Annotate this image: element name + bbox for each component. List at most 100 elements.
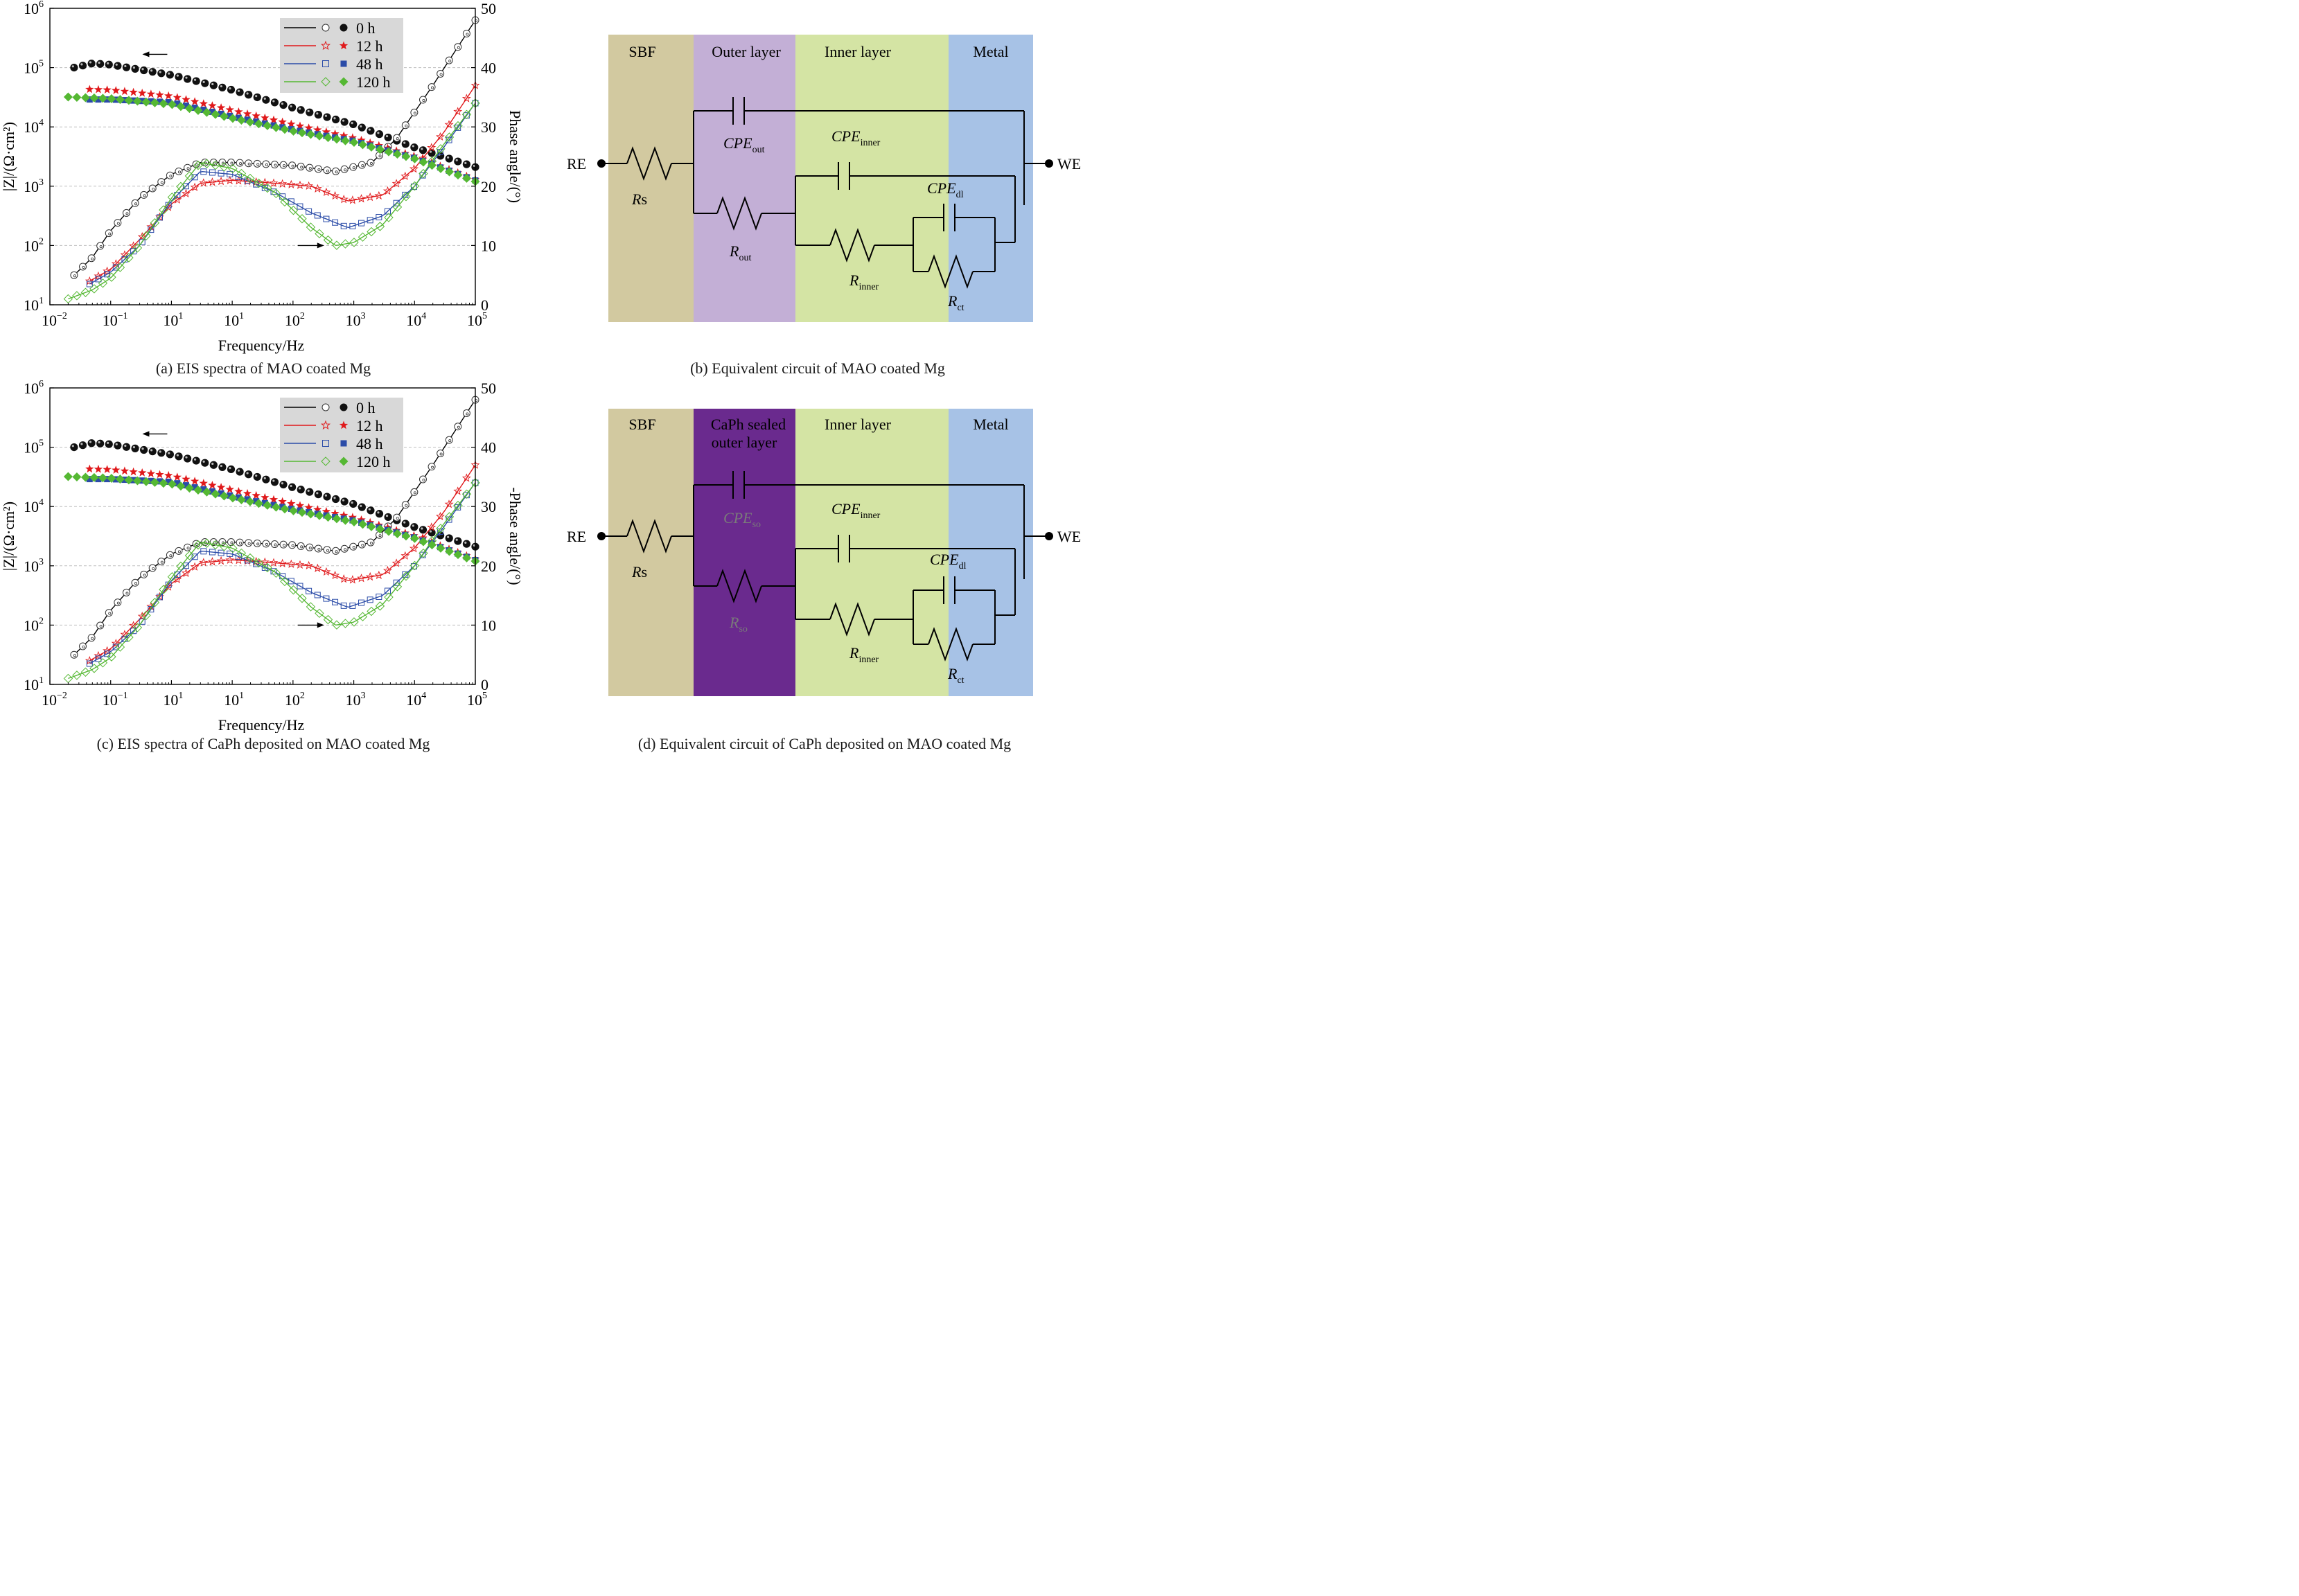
phase-point xyxy=(132,243,143,253)
phase-point xyxy=(340,602,347,609)
phase-point xyxy=(263,562,272,573)
y-right-tick-label: 30 xyxy=(481,498,496,515)
x-tick-label: 10−2 xyxy=(42,691,67,709)
z-point xyxy=(228,493,238,503)
phase-point xyxy=(199,178,209,187)
phase-point xyxy=(312,184,322,193)
phase-point-dot xyxy=(317,168,321,171)
x-tick-label: 101 xyxy=(224,691,244,709)
legend-filled-marker xyxy=(340,24,348,32)
phase-point xyxy=(193,160,203,170)
y-left-tick-label: 103 xyxy=(24,557,44,575)
z-point xyxy=(105,440,113,448)
z-point xyxy=(409,533,419,543)
y-left-tick-label: 101 xyxy=(24,296,44,314)
z-point xyxy=(182,103,189,109)
phase-point xyxy=(288,205,299,215)
z-point xyxy=(349,517,359,527)
z-point xyxy=(384,526,394,536)
z-point-shine xyxy=(193,458,197,461)
phase-point xyxy=(419,168,428,179)
z-point-shine xyxy=(168,72,170,75)
x-tick-exp: −1 xyxy=(118,311,128,321)
phase-point xyxy=(461,489,472,499)
z-point xyxy=(315,511,324,520)
z-point xyxy=(166,450,174,459)
z-point xyxy=(375,510,384,518)
z-point-shine xyxy=(447,535,450,538)
phase-point xyxy=(435,132,445,141)
x-tick-exp: −1 xyxy=(118,691,128,701)
z-point xyxy=(148,447,157,456)
z-point xyxy=(340,118,349,126)
zone-label-metal: Metal xyxy=(973,416,1008,433)
z-point xyxy=(209,461,218,469)
z-point xyxy=(89,93,99,103)
z-point xyxy=(243,488,252,497)
z-point-shine xyxy=(385,135,389,138)
phase-point xyxy=(103,266,112,276)
z-point xyxy=(340,497,349,506)
phase-point xyxy=(207,557,217,566)
legend-filled-marker xyxy=(340,60,347,67)
phase-point-dot xyxy=(247,542,251,545)
z-point-shine xyxy=(150,69,153,72)
z-point-shine xyxy=(115,63,118,66)
phase-point xyxy=(218,549,224,556)
z-point xyxy=(323,513,333,522)
phase-point xyxy=(401,192,411,202)
z-point xyxy=(287,119,296,128)
y-left-tick-exp: 5 xyxy=(39,59,44,69)
z-point xyxy=(182,95,191,103)
phase-point-dot xyxy=(283,164,286,168)
phase-point-dot xyxy=(82,265,85,269)
phase-point-dot xyxy=(230,161,234,165)
phase-point-dot xyxy=(378,534,382,538)
z-point xyxy=(70,443,78,452)
phase-point xyxy=(392,582,403,592)
z-point xyxy=(132,96,142,106)
phase-point xyxy=(349,602,356,609)
z-point xyxy=(357,515,366,524)
phase-point xyxy=(280,197,290,207)
z-point xyxy=(80,472,90,482)
phase-point xyxy=(409,560,420,571)
phase-point xyxy=(312,563,322,572)
phase-point-dot xyxy=(73,654,76,657)
z-point xyxy=(80,93,90,103)
z-point-shine xyxy=(324,114,327,117)
z-point xyxy=(252,490,261,499)
y-right-tick-label: 10 xyxy=(481,237,496,254)
x-tick-exp: 4 xyxy=(421,311,426,321)
label-r-inner: Rinner xyxy=(849,272,879,292)
phase-point xyxy=(85,656,94,665)
phase-point xyxy=(314,592,321,598)
phase-point-dot xyxy=(274,543,277,547)
x-axis-label: Frequency/Hz xyxy=(218,716,305,733)
z-point xyxy=(367,127,375,135)
phase-point xyxy=(323,215,330,222)
z-point xyxy=(85,85,94,94)
circuit-b: SBF Outer layer Inner layer Metal xyxy=(567,35,1081,322)
phase-point-dot xyxy=(344,548,347,551)
caption-a: (a) EIS spectra of MAO coated Mg xyxy=(155,360,371,377)
phase-point xyxy=(132,623,143,632)
phase-fit-line xyxy=(68,482,476,680)
x-tick-label: 102 xyxy=(285,691,305,709)
phase-point xyxy=(315,229,324,239)
z-point-shine xyxy=(307,109,310,112)
z-point xyxy=(349,499,358,508)
legend-label: 48 h xyxy=(356,435,383,452)
phase-point xyxy=(286,559,296,568)
phase-point xyxy=(419,548,428,558)
z-point xyxy=(105,60,113,69)
x-tick-label: 101 xyxy=(163,311,183,329)
z-point xyxy=(261,113,270,122)
y-left-tick-label: 104 xyxy=(24,497,44,515)
phase-point xyxy=(358,232,368,242)
phase-point-dot xyxy=(326,169,329,172)
phase-point xyxy=(98,658,108,668)
x-tick-label: 10−2 xyxy=(42,311,67,329)
z-point xyxy=(175,73,183,81)
z-point xyxy=(245,117,255,127)
